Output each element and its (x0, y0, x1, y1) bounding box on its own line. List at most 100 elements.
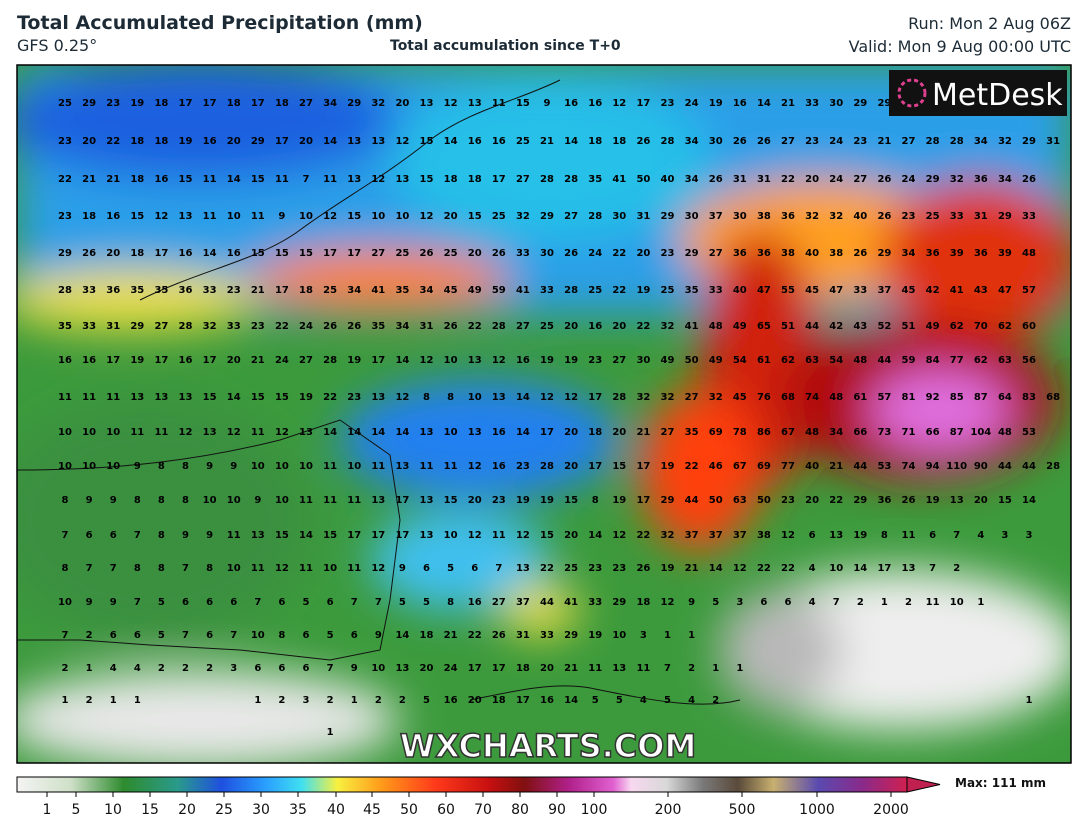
grid-value: 35 (685, 285, 699, 296)
grid-value: 26 (347, 321, 361, 332)
grid-value: 33 (950, 211, 964, 222)
grid-value: 12 (420, 355, 434, 366)
grid-value: 34 (685, 136, 699, 147)
grid-value: 34 (998, 174, 1012, 185)
grid-value: 4 (809, 597, 816, 608)
grid-value: 26 (492, 630, 506, 641)
grid-value: 32 (636, 392, 650, 403)
grid-value: 87 (950, 427, 964, 438)
grid-value: 8 (134, 495, 141, 506)
grid-value: 10 (58, 461, 72, 472)
grid-value: 69 (709, 427, 723, 438)
grid-value: 12 (154, 211, 168, 222)
grid-value: 14 (371, 427, 385, 438)
grid-value: 13 (371, 136, 385, 147)
grid-value: 29 (926, 174, 940, 185)
grid-value: 20 (82, 136, 96, 147)
grid-value: 29 (612, 597, 626, 608)
grid-value: 22 (781, 174, 795, 185)
grid-labels: 25 29 23 19 18 17 17 18 17 18 27 34 29 32 20 13 12 13 11 15… (58, 98, 1060, 738)
grid-value: 48 (805, 427, 819, 438)
grid-value: 7 (182, 630, 189, 641)
grid-value: 11 (492, 530, 506, 541)
grid-value: 9 (134, 461, 141, 472)
grid-value: 17 (106, 355, 120, 366)
grid-value: 34 (420, 285, 434, 296)
grid-value: 26 (877, 174, 891, 185)
grid-value: 84 (926, 355, 940, 366)
grid-value: 37 (877, 285, 891, 296)
grid-value: 32 (661, 321, 675, 332)
grid-value: 59 (492, 285, 506, 296)
grid-value: 19 (130, 98, 144, 109)
grid-value: 9 (206, 461, 213, 472)
grid-value: 11 (323, 174, 337, 185)
grid-value: 17 (179, 98, 193, 109)
grid-value: 13 (179, 392, 193, 403)
grid-value: 29 (661, 495, 675, 506)
grid-value: 1 (327, 727, 334, 738)
grid-value: 13 (395, 663, 409, 674)
grid-value: 5 (664, 695, 671, 706)
grid-value: 49 (926, 321, 940, 332)
grid-value: 23 (902, 211, 916, 222)
grid-value: 14 (1022, 495, 1036, 506)
grid-value: 15 (130, 211, 144, 222)
grid-value: 17 (877, 563, 891, 574)
colorbar-arrow (906, 776, 941, 793)
grid-value: 28 (564, 174, 578, 185)
grid-value: 8 (447, 392, 454, 403)
grid-value: 20 (106, 248, 120, 259)
grid-value: 33 (709, 285, 723, 296)
grid-value: 19 (347, 355, 361, 366)
grid-value: 5 (158, 630, 165, 641)
grid-value: 15 (251, 248, 265, 259)
grid-value: 28 (1046, 461, 1060, 472)
grid-value: 22 (781, 563, 795, 574)
grid-value: 22 (757, 563, 771, 574)
grid-value: 13 (829, 530, 843, 541)
grid-value: 34 (902, 248, 916, 259)
grid-value: 39 (998, 248, 1012, 259)
grid-value: 25 (661, 285, 675, 296)
grid-value: 11 (275, 174, 289, 185)
grid-value: 11 (347, 563, 361, 574)
grid-value: 62 (998, 321, 1012, 332)
grid-value: 14 (227, 174, 241, 185)
grid-value: 52 (877, 321, 891, 332)
grid-value: 10 (371, 211, 385, 222)
grid-value: 8 (158, 461, 165, 472)
grid-value: 27 (685, 392, 699, 403)
grid-value: 17 (203, 98, 217, 109)
colorbar-ticks: 1 5 10 15 20 25 30 35 40 45 50 60 70 80 90 100 200 500 100… (43, 792, 909, 818)
colorbar-label: 25 (215, 802, 233, 818)
grid-value: 13 (395, 174, 409, 185)
grid-value: 34 (395, 321, 409, 332)
grid-value: 8 (158, 530, 165, 541)
grid-value: 16 (516, 355, 530, 366)
grid-value: 36 (926, 248, 940, 259)
grid-value: 35 (588, 174, 602, 185)
grid-value: 22 (540, 563, 554, 574)
grid-value: 20 (612, 321, 626, 332)
grid-value: 37 (733, 530, 747, 541)
grid-value: 6 (303, 630, 310, 641)
colorbar-label: 70 (474, 802, 492, 818)
grid-value: 33 (805, 98, 819, 109)
grid-value: 41 (685, 321, 699, 332)
grid-value: 1 (86, 663, 93, 674)
grid-value: 56 (1022, 355, 1036, 366)
grid-value: 28 (540, 461, 554, 472)
grid-value: 7 (375, 597, 382, 608)
grid-value: 12 (564, 392, 578, 403)
grid-value: 31 (1046, 136, 1060, 147)
grid-value: 20 (395, 98, 409, 109)
grid-value: 19 (179, 136, 193, 147)
grid-value: 23 (492, 495, 506, 506)
grid-value: 6 (278, 597, 285, 608)
grid-value: 16 (492, 427, 506, 438)
grid-value: 10 (106, 461, 120, 472)
grid-value: 21 (540, 136, 554, 147)
grid-value: 23 (588, 563, 602, 574)
grid-value: 29 (877, 98, 891, 109)
